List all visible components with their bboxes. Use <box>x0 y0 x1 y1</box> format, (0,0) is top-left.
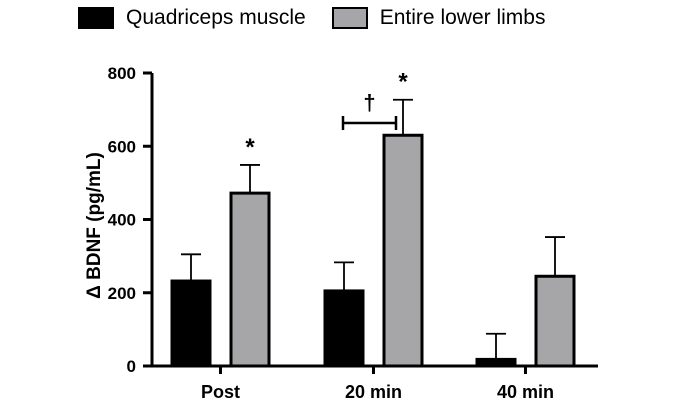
y-axis-title: Δ BDNF (pg/mL) <box>84 152 105 299</box>
y-tick-label: 0 <box>127 357 136 376</box>
bar-lower-limbs <box>534 274 576 368</box>
y-tick-label: 200 <box>108 284 136 303</box>
legend-item-quadriceps: Quadriceps muscle <box>78 6 306 30</box>
legend-item-lower-limbs: Entire lower limbs <box>331 6 546 30</box>
bar-quadriceps <box>475 357 517 368</box>
bar-quadriceps <box>323 289 365 368</box>
x-category-label: 40 min <box>497 382 554 402</box>
labels: 0 200 400 600 800 Δ BDNF (pg/mL) Post 20 min 40 … <box>84 64 554 402</box>
y-tick-label: 600 <box>108 137 136 156</box>
legend-label-lower-limbs: Entire lower limbs <box>379 6 546 29</box>
bars <box>170 98 576 368</box>
legend-swatch-lower-limbs <box>331 7 368 29</box>
x-category-label: 20 min <box>345 382 402 402</box>
legend-swatch-quadriceps <box>78 7 114 29</box>
legend: Quadriceps muscle Entire lower limbs <box>78 6 571 30</box>
significance-dagger: † <box>363 90 375 115</box>
bar-quadriceps <box>170 279 212 368</box>
significance-asterisk: * <box>398 69 408 96</box>
x-category-label: Post <box>201 382 240 402</box>
y-tick-label: 400 <box>108 211 136 230</box>
bar-lower-limbs <box>382 133 424 368</box>
bar-lower-limbs <box>229 191 271 368</box>
y-tick-label: 800 <box>108 64 136 83</box>
axes <box>143 71 598 374</box>
legend-label-quadriceps: Quadriceps muscle <box>126 6 306 29</box>
significance-asterisk: * <box>245 134 255 161</box>
